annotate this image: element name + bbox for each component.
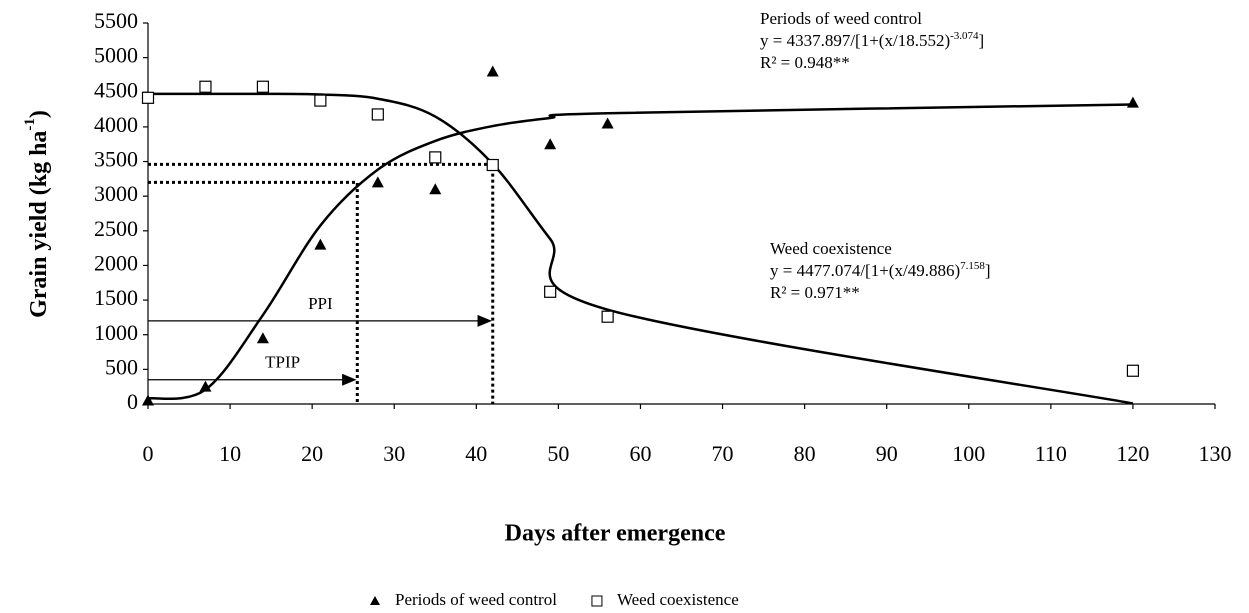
point — [256, 80, 270, 93]
x-tick-label: 30 — [383, 441, 405, 466]
point — [314, 238, 327, 250]
point — [1126, 96, 1139, 108]
equation-title: Weed coexistence — [770, 239, 892, 258]
x-tick-label: 100 — [952, 441, 985, 466]
y-tick-label: 4500 — [94, 77, 138, 102]
point — [1126, 364, 1140, 377]
y-tick-label: 5000 — [94, 43, 138, 68]
fit-curve — [147, 92, 1134, 405]
point — [429, 151, 442, 164]
y-tick-label: 0 — [127, 389, 138, 414]
equation-title: Periods of weed control — [760, 9, 922, 28]
point — [141, 91, 155, 104]
equation-suffix: ] — [985, 261, 991, 280]
y-tick-label: 5500 — [94, 8, 138, 33]
point — [601, 117, 614, 129]
point — [142, 394, 154, 406]
point — [601, 310, 614, 323]
fit-curve — [147, 103, 1133, 400]
x-tick-label: 0 — [143, 441, 154, 466]
x-tick-label: 110 — [1035, 441, 1067, 466]
y-tick-label: 1500 — [94, 285, 138, 310]
r-squared: R² = 0.948** — [760, 53, 850, 72]
point — [256, 332, 269, 344]
x-tick-label: 60 — [629, 441, 651, 466]
point — [486, 158, 499, 172]
reference-line — [148, 162, 495, 404]
y-tick-label: 500 — [105, 354, 138, 379]
legend-marker — [591, 595, 603, 607]
y-axis-title: Grain yield (kg ha-1) — [22, 110, 51, 318]
point — [486, 65, 499, 77]
point — [199, 380, 212, 392]
x-axis-title: Days after emergence — [505, 521, 726, 547]
y-tick-label: 3500 — [94, 147, 138, 172]
equation: y = 4477.074/[1+(x/49.886)7.158] — [770, 260, 991, 280]
point — [429, 183, 442, 195]
y-tick-label: 4000 — [94, 112, 138, 137]
x-tick-label: 10 — [219, 441, 241, 466]
equation-text: y = 4477.074/[1+(x/49.886) — [770, 261, 960, 280]
point — [544, 285, 557, 298]
point — [199, 80, 212, 93]
equation: y = 4337.897/[1+(x/18.552)-3.074] — [760, 30, 984, 50]
x-tick-label: 20 — [301, 441, 323, 466]
legend-label: Weed coexistence — [617, 590, 739, 609]
y-tick-label: 2500 — [94, 216, 138, 241]
x-tick-label: 90 — [876, 441, 898, 466]
x-tick-label: 80 — [794, 441, 816, 466]
equation-exponent: -3.074 — [950, 30, 979, 42]
equation-suffix: ] — [979, 31, 985, 50]
r-squared: R² = 0.971** — [770, 283, 860, 302]
equation-text: y = 4337.897/[1+(x/18.552) — [760, 31, 950, 50]
x-tick-label: 70 — [712, 441, 734, 466]
y-tick-label: 3000 — [94, 181, 138, 206]
arrow-label: TPIP — [265, 353, 300, 372]
equation-exponent: 7.158 — [960, 260, 985, 272]
x-tick-label: 50 — [547, 441, 569, 466]
point — [544, 138, 557, 150]
point — [371, 108, 384, 121]
legend-marker — [370, 596, 380, 605]
y-tick-label: 2000 — [94, 251, 138, 276]
x-tick-label: 130 — [1199, 441, 1232, 466]
y-tick-label: 1000 — [94, 320, 138, 345]
arrow-label: PPI — [308, 294, 333, 313]
legend-label: Periods of weed control — [395, 590, 557, 609]
point — [371, 176, 384, 188]
x-tick-label: 120 — [1116, 441, 1149, 466]
point — [314, 94, 327, 107]
x-tick-label: 40 — [465, 441, 487, 466]
